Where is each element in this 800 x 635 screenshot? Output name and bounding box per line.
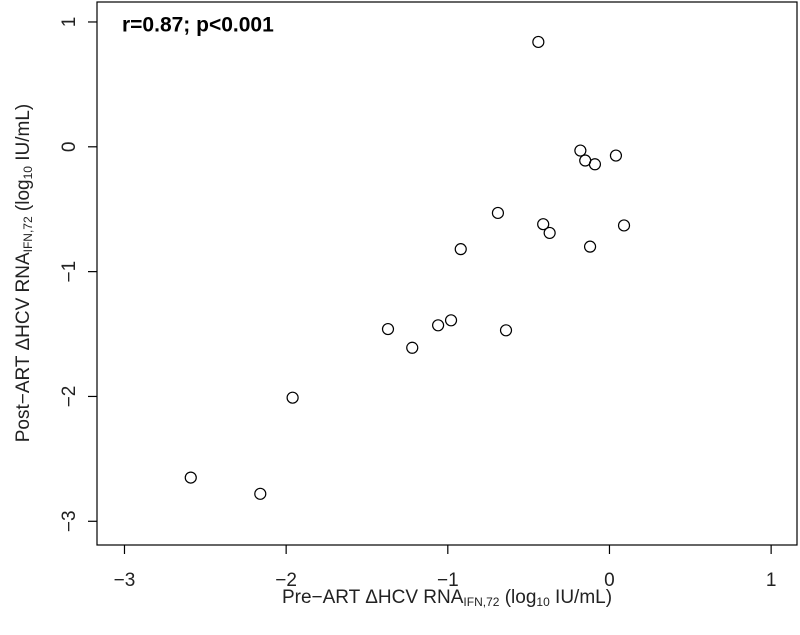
point: [617, 219, 631, 232]
point: [184, 471, 197, 484]
x-tick-label: −2: [275, 570, 297, 591]
annotation: r=0.87; p<0.001: [122, 14, 274, 37]
point: [491, 206, 505, 220]
point: [381, 322, 395, 336]
label-part: (log: [499, 587, 536, 608]
y-axis-label: Post−ART ΔHCV RNAIFN,72 (log10 IU/mL): [13, 104, 35, 443]
point: [454, 243, 467, 256]
label-part: 10: [21, 166, 35, 180]
point: [537, 218, 550, 231]
y-tick-label: −1: [59, 261, 80, 283]
label-part: Post−ART ΔHCV RNA: [13, 252, 34, 442]
y-tick-label: −3: [59, 510, 80, 532]
label-part: (log: [13, 179, 34, 216]
point: [574, 144, 587, 157]
point: [406, 341, 419, 354]
label-part: IFN,72: [21, 216, 35, 252]
y-tick-label: 1: [59, 17, 80, 28]
point: [588, 158, 602, 171]
point: [286, 391, 299, 404]
label-part: IFN,72: [463, 595, 499, 609]
x-axis-label: Pre−ART ΔHCV RNAIFN,72 (log10 IU/mL): [282, 587, 612, 609]
label-part: IU/mL): [550, 587, 612, 608]
plot-frame: [96, 1, 798, 546]
x-tick-label: −1: [437, 570, 459, 591]
x-tick-label: 1: [766, 570, 777, 591]
x-tick-label: −3: [114, 570, 136, 591]
label-part: IU/mL): [13, 104, 34, 166]
point: [543, 226, 556, 240]
point: [499, 324, 513, 337]
point: [583, 240, 597, 253]
y-tick-label: −2: [59, 386, 80, 408]
point: [432, 319, 445, 332]
point: [532, 35, 545, 49]
point: [254, 487, 267, 500]
label-part: Pre−ART ΔHCV RNA: [282, 587, 464, 608]
y-tick-label: 0: [59, 142, 80, 153]
point: [444, 314, 458, 327]
label-part: 10: [536, 595, 550, 609]
x-tick-label: 0: [604, 570, 615, 591]
point: [609, 149, 623, 162]
